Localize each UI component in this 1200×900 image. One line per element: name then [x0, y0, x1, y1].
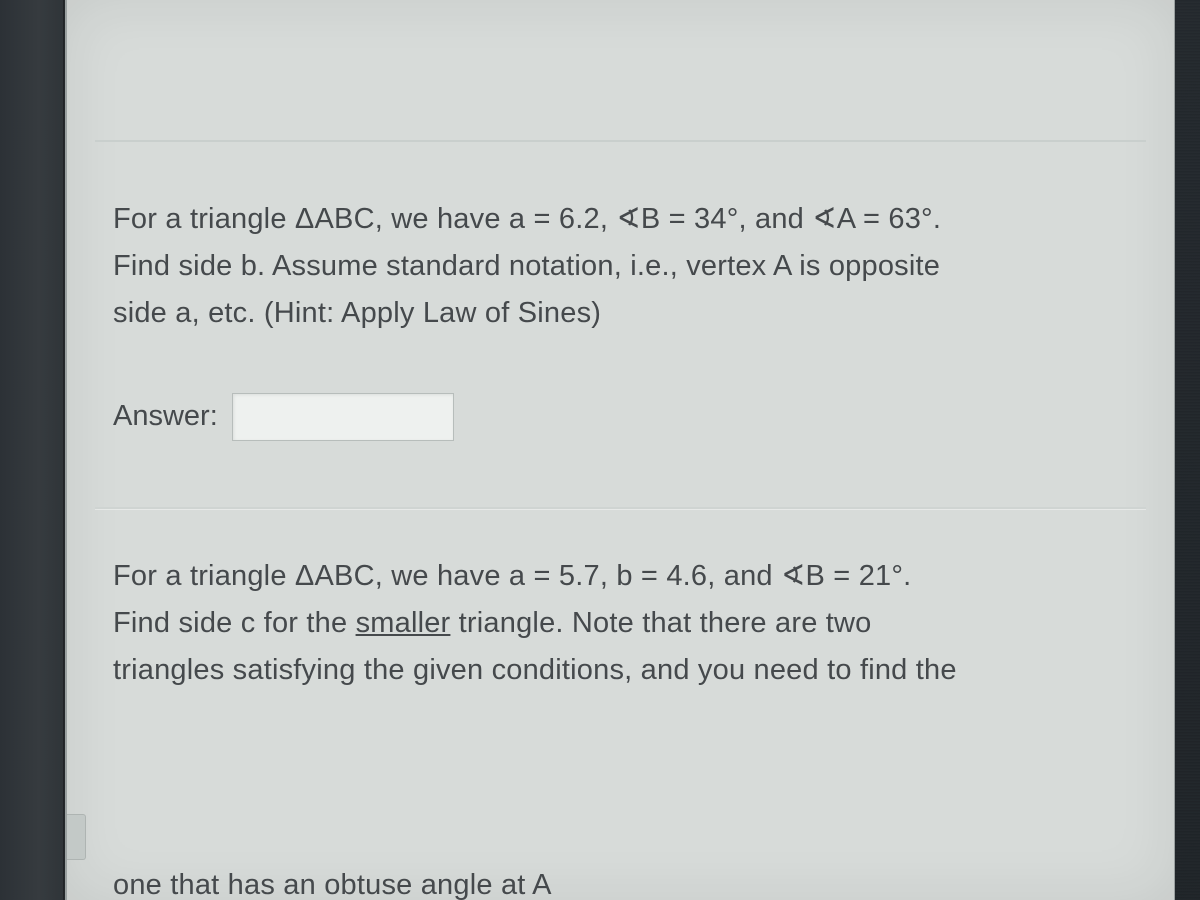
answer-label: Answer:	[113, 400, 218, 433]
q1-angle-a: 63°	[888, 203, 932, 235]
q1-line2: Find side b. Assume standard notation, i…	[113, 250, 940, 282]
q2-line3: triangles satisfying the given condition…	[113, 654, 957, 686]
q1-a-value: 6.2	[559, 203, 600, 235]
question-1-text: For a triangle ΔABC, we have a = 6.2, ∢B…	[113, 196, 1128, 337]
answer-input[interactable]	[232, 393, 454, 441]
q2-line1-mid2: , and ∢B =	[707, 560, 858, 592]
scrollbar-thumb[interactable]	[67, 814, 86, 860]
q2-line1-pre: For a triangle ΔABC, we have a =	[113, 560, 559, 592]
q2-line4-cut: one that has an obtuse angle at A	[113, 864, 1128, 900]
q2-a-value: 5.7	[559, 560, 600, 592]
q1-line3: side a, etc. (Hint: Apply Law of Sines)	[113, 297, 601, 329]
q2-line1-mid1: , b =	[600, 560, 667, 592]
question-2-text: For a triangle ΔABC, we have a = 5.7, b …	[113, 553, 1128, 694]
q2-line2-post: triangle. Note that there are two	[450, 607, 871, 639]
quiz-viewport: For a triangle ΔABC, we have a = 6.2, ∢B…	[65, 0, 1175, 900]
q1-line1-post: .	[933, 203, 941, 235]
q1-line1-mid2: , and ∢A =	[739, 203, 889, 235]
answer-row: Answer:	[113, 393, 1128, 441]
question-1: For a triangle ΔABC, we have a = 6.2, ∢B…	[95, 140, 1146, 461]
q2-line2-pre: Find side c for the	[113, 607, 356, 639]
q1-line1-mid1: , ∢B =	[600, 203, 694, 235]
q2-b-value: 4.6	[666, 560, 707, 592]
q1-line1-pre: For a triangle ΔABC, we have a =	[113, 203, 559, 235]
question-2: For a triangle ΔABC, we have a = 5.7, b …	[95, 509, 1146, 714]
monitor-bezel-left	[0, 0, 65, 900]
q2-angle-b: 21°	[859, 560, 903, 592]
q2-line2-underlined: smaller	[356, 607, 451, 639]
q1-angle-b: 34°	[694, 203, 738, 235]
cutoff-row: one that has an obtuse angle at A	[113, 864, 1128, 900]
q2-line1-post: .	[903, 560, 911, 592]
